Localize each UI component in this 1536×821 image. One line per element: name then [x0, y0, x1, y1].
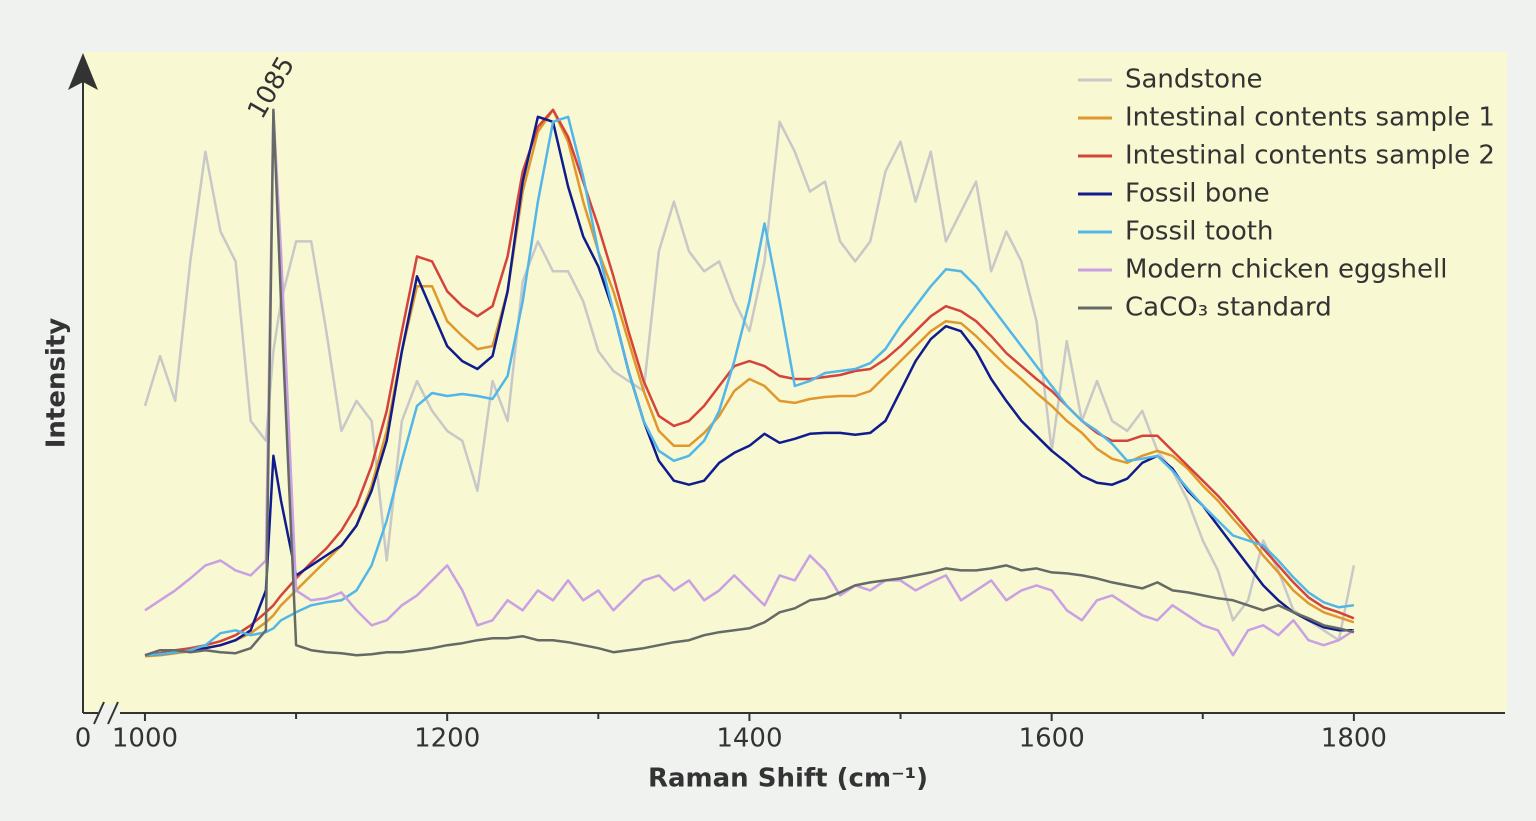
- x-tick-label: 1800: [1321, 724, 1387, 754]
- legend-label: Modern chicken eggshell: [1125, 255, 1447, 285]
- x-axis-title: Raman Shift (cm⁻¹): [648, 764, 928, 794]
- legend-label: Fossil tooth: [1125, 217, 1273, 247]
- legend-label: Sandstone: [1125, 65, 1263, 95]
- y-axis-title: Intensity: [42, 318, 72, 449]
- axis-break: [93, 701, 105, 725]
- legend-label: Intestinal contents sample 1: [1125, 103, 1495, 133]
- series-line: [144, 108, 1355, 658]
- legend-label: Fossil bone: [1125, 179, 1270, 209]
- series-line: [144, 115, 1355, 657]
- series-group: [143, 108, 1356, 658]
- legend-label: CaCO₃ standard: [1125, 293, 1332, 323]
- series-line: [144, 115, 1354, 657]
- series-line: [144, 108, 1355, 657]
- y-axis-arrow: [68, 53, 98, 90]
- x-tick-label: 1000: [112, 724, 178, 754]
- x-tick-label: 1400: [716, 724, 782, 754]
- axis-break: [107, 701, 119, 725]
- x-tick-label: 1200: [414, 724, 480, 754]
- series-line: [144, 110, 1355, 657]
- x-origin-label: 0: [75, 724, 92, 754]
- x-tick-label: 1600: [1019, 724, 1085, 754]
- series-line: [143, 120, 1356, 642]
- series-line: [144, 108, 1355, 657]
- legend-label: Intestinal contents sample 2: [1125, 141, 1495, 171]
